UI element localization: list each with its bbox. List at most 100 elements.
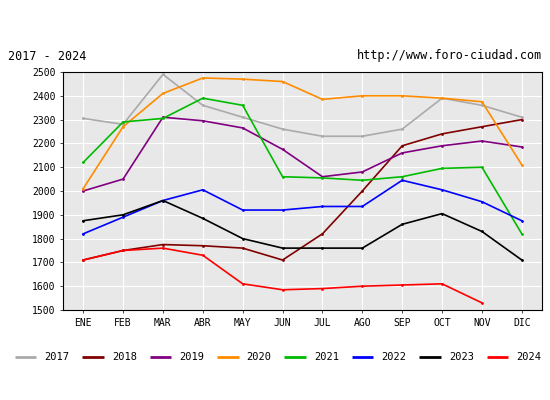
2019 [120, 177, 127, 182]
2021 [399, 174, 405, 179]
2018 [319, 232, 326, 236]
2018 [279, 258, 286, 262]
2020 [279, 79, 286, 84]
2020 [239, 77, 246, 82]
2024 [80, 258, 86, 262]
2020 [319, 97, 326, 102]
2018 [439, 132, 446, 136]
2024 [279, 287, 286, 292]
2020 [160, 91, 166, 96]
Text: http://www.foro-ciudad.com: http://www.foro-ciudad.com [356, 50, 542, 62]
2019 [200, 118, 206, 123]
2019 [399, 150, 405, 155]
2022 [359, 204, 366, 209]
2023 [519, 258, 525, 262]
2022 [319, 204, 326, 209]
2017 [279, 127, 286, 132]
2022 [120, 215, 127, 220]
Text: 2022: 2022 [382, 352, 406, 362]
Text: 2024: 2024 [516, 352, 541, 362]
2021 [319, 176, 326, 180]
2019 [319, 174, 326, 179]
2023 [359, 246, 366, 250]
Text: 2019: 2019 [179, 352, 205, 362]
2021 [359, 178, 366, 183]
2018 [519, 117, 525, 122]
Line: 2020: 2020 [82, 76, 523, 190]
2018 [160, 242, 166, 247]
Line: 2017: 2017 [82, 73, 523, 138]
2022 [519, 218, 525, 223]
2023 [319, 246, 326, 250]
2022 [239, 208, 246, 212]
2021 [519, 232, 525, 236]
2017 [519, 115, 525, 120]
2019 [478, 139, 485, 144]
2019 [80, 188, 86, 193]
2023 [279, 246, 286, 250]
2024 [160, 246, 166, 250]
2024 [319, 286, 326, 291]
2017 [439, 96, 446, 100]
2017 [359, 134, 366, 139]
2022 [200, 188, 206, 192]
2017 [319, 134, 326, 139]
Text: Evolucion del paro registrado en La Carolina: Evolucion del paro registrado en La Caro… [82, 14, 468, 28]
2019 [519, 144, 525, 149]
2019 [160, 115, 166, 120]
2019 [359, 170, 366, 174]
2022 [279, 208, 286, 212]
2024 [239, 282, 246, 286]
2023 [439, 211, 446, 216]
2020 [120, 124, 127, 129]
2024 [439, 282, 446, 286]
2024 [478, 300, 485, 305]
2017 [120, 122, 127, 127]
2023 [200, 216, 206, 221]
2021 [120, 120, 127, 124]
2017 [239, 115, 246, 120]
2019 [279, 147, 286, 152]
Text: 2018: 2018 [112, 352, 137, 362]
2020 [439, 96, 446, 100]
2017 [399, 127, 405, 132]
2023 [120, 212, 127, 217]
2018 [120, 248, 127, 253]
Line: 2022: 2022 [82, 179, 523, 235]
2021 [200, 96, 206, 100]
Text: 2017: 2017 [45, 352, 70, 362]
2022 [80, 232, 86, 236]
Line: 2018: 2018 [82, 118, 523, 262]
2023 [239, 236, 246, 241]
2017 [200, 103, 206, 108]
Text: 2021: 2021 [314, 352, 339, 362]
Line: 2023: 2023 [82, 199, 523, 262]
2023 [478, 229, 485, 234]
Line: 2019: 2019 [82, 116, 523, 192]
2018 [200, 243, 206, 248]
2023 [160, 198, 166, 203]
2020 [80, 186, 86, 191]
Line: 2021: 2021 [82, 97, 523, 235]
2022 [478, 199, 485, 204]
2021 [239, 103, 246, 108]
2019 [439, 143, 446, 148]
2021 [279, 174, 286, 179]
2021 [160, 116, 166, 121]
2020 [478, 99, 485, 104]
2021 [439, 166, 446, 171]
2020 [359, 93, 366, 98]
2017 [80, 116, 86, 121]
Text: 2020: 2020 [247, 352, 272, 362]
2018 [239, 246, 246, 250]
2017 [160, 72, 166, 77]
2018 [478, 124, 485, 129]
2017 [478, 103, 485, 108]
2022 [399, 178, 405, 183]
Text: 2023: 2023 [449, 352, 474, 362]
2024 [120, 248, 127, 253]
2020 [399, 93, 405, 98]
Line: 2024: 2024 [82, 247, 483, 304]
2022 [160, 198, 166, 203]
2024 [200, 253, 206, 258]
